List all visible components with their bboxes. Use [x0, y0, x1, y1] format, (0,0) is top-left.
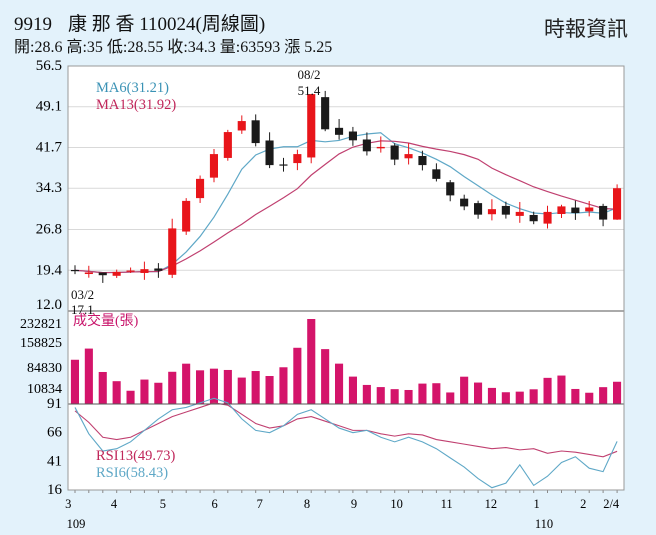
svg-text:12.0: 12.0 — [36, 297, 62, 313]
svg-text:16: 16 — [47, 482, 63, 498]
svg-text:19.4: 19.4 — [36, 262, 63, 278]
svg-text:26.8: 26.8 — [36, 222, 62, 238]
svg-text:4: 4 — [111, 497, 118, 511]
svg-text:2: 2 — [580, 497, 586, 511]
svg-text:時報資訊: 時報資訊 — [544, 17, 628, 41]
svg-text:11: 11 — [441, 497, 453, 511]
svg-text:RSI6(58.43): RSI6(58.43) — [96, 465, 168, 481]
svg-text:109: 109 — [67, 517, 86, 531]
svg-text:03/2: 03/2 — [71, 287, 94, 302]
svg-text:開:28.6 高:35 低:28.55 收:34.3 量:6: 開:28.6 高:35 低:28.55 收:34.3 量:63593 漲 5.2… — [14, 38, 332, 56]
svg-text:110: 110 — [535, 517, 553, 531]
svg-text:49.1: 49.1 — [36, 99, 62, 115]
svg-text:RSI13(49.73): RSI13(49.73) — [96, 448, 176, 464]
svg-text:6: 6 — [211, 497, 217, 511]
svg-text:10834: 10834 — [27, 382, 62, 397]
svg-text:9919: 9919 — [14, 14, 52, 35]
svg-text:8: 8 — [304, 497, 310, 511]
svg-text:10: 10 — [390, 497, 403, 511]
svg-text:34.3: 34.3 — [36, 180, 62, 196]
svg-text:MA13(31.92): MA13(31.92) — [96, 97, 176, 113]
svg-text:158825: 158825 — [20, 336, 62, 351]
svg-text:12: 12 — [485, 497, 498, 511]
svg-text:成交量(張): 成交量(張) — [73, 312, 139, 329]
svg-text:84830: 84830 — [27, 361, 62, 376]
svg-text:41.7: 41.7 — [36, 140, 63, 156]
svg-text:232821: 232821 — [20, 317, 62, 332]
svg-text:1: 1 — [533, 497, 539, 511]
svg-text:7: 7 — [257, 497, 263, 511]
svg-text:5: 5 — [160, 497, 166, 511]
svg-text:3: 3 — [65, 497, 71, 511]
svg-text:2/4: 2/4 — [603, 497, 620, 511]
svg-text:41: 41 — [47, 453, 62, 469]
svg-text:51.4: 51.4 — [298, 83, 321, 98]
svg-text:66: 66 — [47, 425, 63, 441]
svg-text:91: 91 — [47, 396, 62, 412]
svg-text:康 那 香 110024(周線圖): 康 那 香 110024(周線圖) — [68, 13, 265, 35]
svg-text:9: 9 — [351, 497, 357, 511]
svg-text:56.5: 56.5 — [36, 58, 62, 74]
svg-text:08/2: 08/2 — [297, 67, 320, 82]
svg-text:MA6(31.21): MA6(31.21) — [96, 80, 169, 96]
